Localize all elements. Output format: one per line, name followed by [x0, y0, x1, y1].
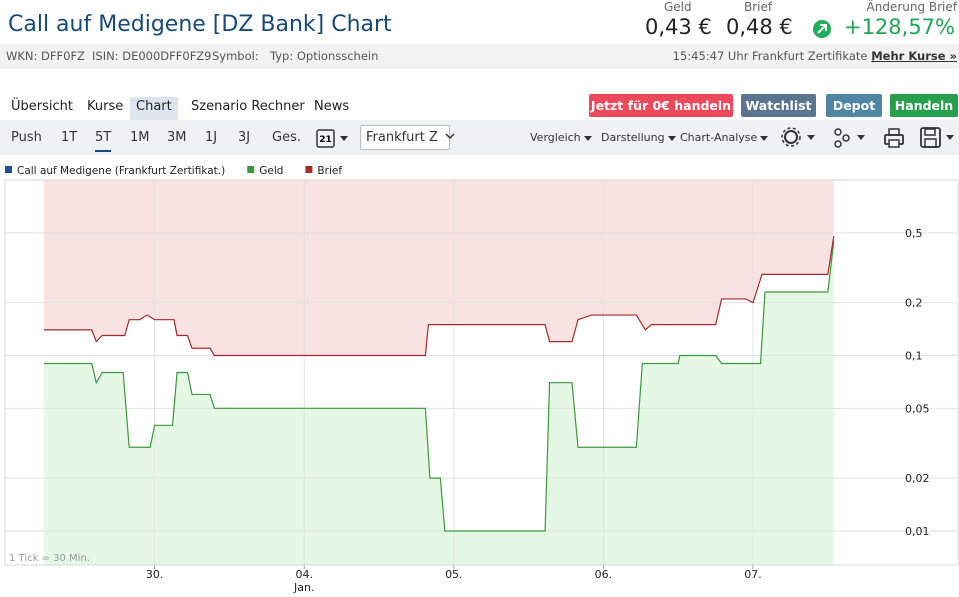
range[interactable]: 1J	[205, 130, 218, 145]
quote-label: Änderung Brief	[866, 0, 958, 14]
legend-swatch	[247, 166, 255, 173]
tool-icons[interactable]	[780, 126, 958, 150]
y-tick-label: 0,02	[905, 472, 930, 485]
info-item: Typ: Optionsschein	[270, 49, 379, 63]
area	[43, 240, 834, 565]
y-tick-label: 0,01	[905, 525, 930, 538]
exchange-name: Frankfurt Z	[366, 130, 438, 145]
legend-label: Brief	[317, 165, 342, 177]
tab[interactable]: Kurse	[87, 99, 124, 114]
legend-swatch	[305, 166, 313, 173]
calendar-day: 21	[319, 135, 332, 145]
toolbar: Push 1T 5T 1M 3M 1J 3J Ges. 21 Frankfurt…	[0, 120, 959, 155]
range[interactable]: 5T	[95, 130, 112, 152]
quote-value: 0,48 €	[726, 15, 793, 39]
menu-label: Chart-Analyse	[680, 131, 758, 144]
quote-value: +128,57%	[843, 15, 955, 39]
quote-value: 0,43 €	[645, 15, 712, 39]
watchlist-button[interactable]: Watchlist	[741, 94, 816, 117]
legend-label: Call auf Medigene (Frankfurt Zertifikat.…	[17, 165, 225, 177]
tab[interactable]: News	[314, 99, 350, 114]
page-title: Call auf Medigene [DZ Bank] Chart	[8, 12, 392, 37]
more-link[interactable]: Mehr Kurse »	[871, 49, 957, 63]
range[interactable]: 1T	[61, 130, 78, 145]
x-tick-label: 05.	[445, 568, 463, 581]
range[interactable]: 1M	[130, 130, 150, 145]
range[interactable]: 3M	[167, 130, 187, 145]
x-tick-label: 06.	[595, 568, 613, 581]
trade-button[interactable]: Jetzt für 0€ handeln	[589, 94, 733, 117]
tab[interactable]: Übersicht	[11, 99, 73, 114]
range[interactable]: Ges.	[272, 130, 301, 145]
menu-label: Vergleich	[530, 131, 581, 144]
y-tick-label: 0,2	[905, 297, 923, 310]
calendar-button[interactable]: 21	[316, 127, 352, 149]
range[interactable]: 3J	[238, 130, 251, 145]
range[interactable]: Push	[11, 130, 42, 145]
legend-label: Geld	[259, 165, 283, 177]
x-tick-label: 07.	[744, 568, 762, 581]
y-tick-label: 0,1	[905, 349, 923, 362]
info-item: WKN: DFF0FZ	[6, 49, 85, 63]
chart: Call auf Medigene (Frankfurt Zertifikat.…	[4, 165, 959, 594]
info-item: ISIN: DE000DFF0FZ9	[92, 49, 212, 63]
plot-frame	[4, 179, 959, 566]
y-tick-label: 0,05	[905, 402, 930, 415]
quote-label: Brief	[744, 0, 773, 14]
menu[interactable]: Chart-Analyse	[680, 131, 769, 144]
x-tick-label: 30.	[146, 568, 164, 581]
menu[interactable]: Darstellung	[601, 131, 676, 144]
up-icon	[813, 20, 831, 38]
info-time: 15:45:47 Uhr Frankfurt Zertifikate |	[672, 49, 875, 63]
info-item: Symbol:	[212, 49, 259, 63]
tab[interactable]: Chart	[130, 97, 178, 120]
x-tick-label: 04.	[295, 568, 313, 581]
quote-label: Geld	[664, 0, 692, 14]
series-line	[43, 240, 835, 532]
info-bar: WKN: DFF0FZ ISIN: DE000DFF0FZ9 Symbol: T…	[0, 44, 959, 69]
tab[interactable]: Szenario Rechner	[191, 99, 305, 114]
y-tick-label: 0,5	[905, 227, 923, 240]
area	[43, 180, 834, 356]
handeln-button[interactable]: Handeln	[890, 94, 958, 117]
annotation: 1 Tick = 30 Min.	[9, 553, 90, 564]
depot-button[interactable]: Depot	[826, 94, 882, 117]
menu-label: Darstellung	[601, 131, 665, 144]
exchange-select[interactable]: Frankfurt Z	[360, 125, 455, 150]
series-line	[43, 235, 835, 357]
x-month-label: Jan.	[293, 581, 314, 594]
menu[interactable]: Vergleich	[530, 131, 592, 144]
legend-swatch	[5, 166, 12, 173]
